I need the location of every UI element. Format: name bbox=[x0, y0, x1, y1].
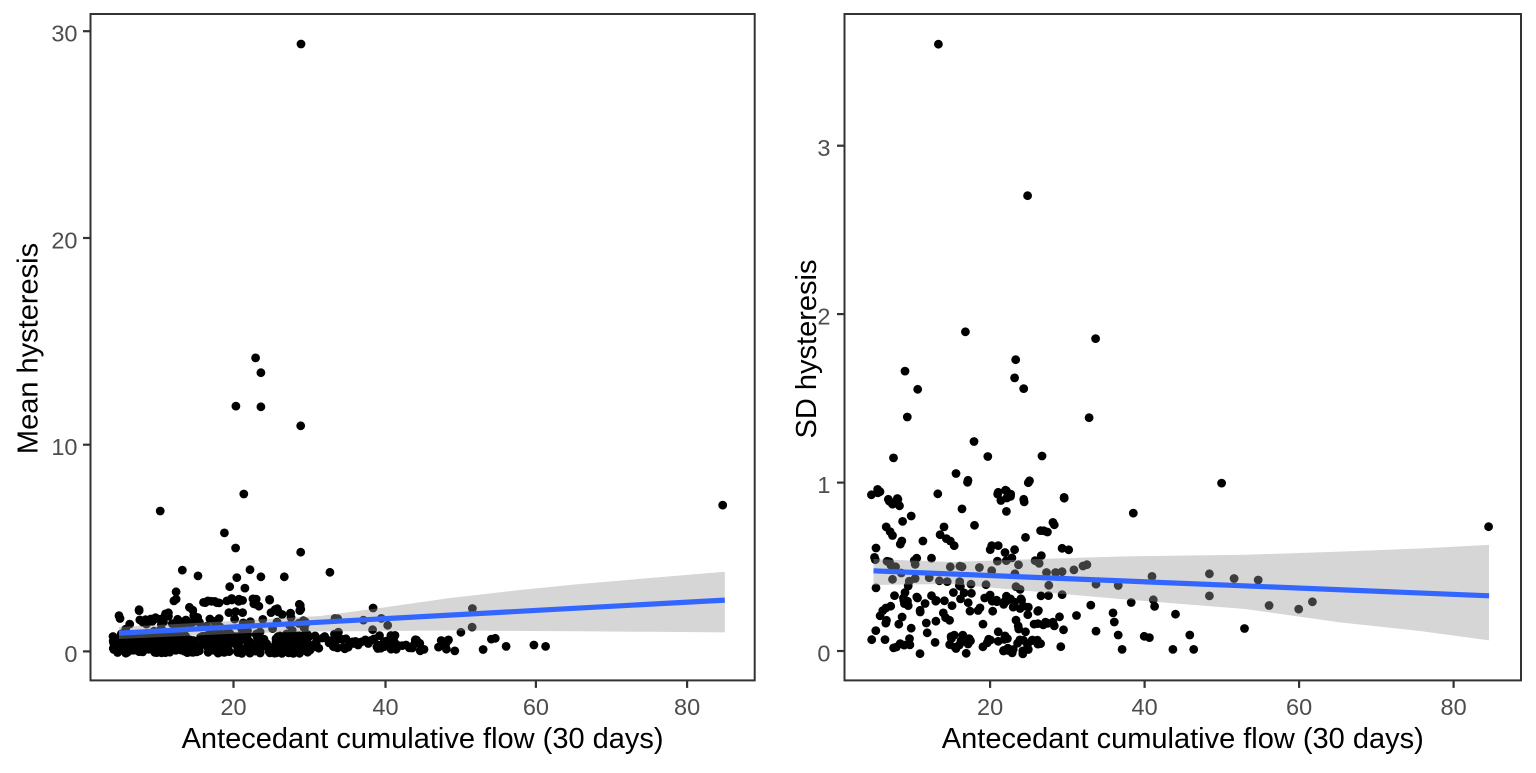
svg-text:SD hysteresis: SD hysteresis bbox=[791, 260, 823, 439]
svg-text:2: 2 bbox=[817, 304, 830, 330]
svg-text:3: 3 bbox=[817, 135, 830, 161]
svg-text:20: 20 bbox=[220, 694, 246, 720]
svg-text:60: 60 bbox=[1286, 694, 1312, 720]
svg-text:80: 80 bbox=[1441, 694, 1467, 720]
svg-text:10: 10 bbox=[51, 434, 77, 460]
svg-text:0: 0 bbox=[64, 641, 77, 667]
svg-text:20: 20 bbox=[51, 227, 77, 253]
svg-text:40: 40 bbox=[1132, 694, 1158, 720]
svg-text:Antecedant cumulative flow (30: Antecedant cumulative flow (30 days) bbox=[182, 723, 664, 755]
svg-text:Antecedant cumulative flow (30: Antecedant cumulative flow (30 days) bbox=[942, 723, 1424, 755]
svg-text:30: 30 bbox=[51, 21, 77, 47]
svg-text:0: 0 bbox=[817, 640, 830, 666]
svg-text:1: 1 bbox=[817, 472, 830, 498]
svg-text:80: 80 bbox=[674, 694, 700, 720]
svg-text:Mean hysteresis: Mean hysteresis bbox=[13, 243, 45, 454]
svg-text:40: 40 bbox=[372, 694, 398, 720]
svg-text:20: 20 bbox=[977, 694, 1003, 720]
svg-text:60: 60 bbox=[523, 694, 549, 720]
